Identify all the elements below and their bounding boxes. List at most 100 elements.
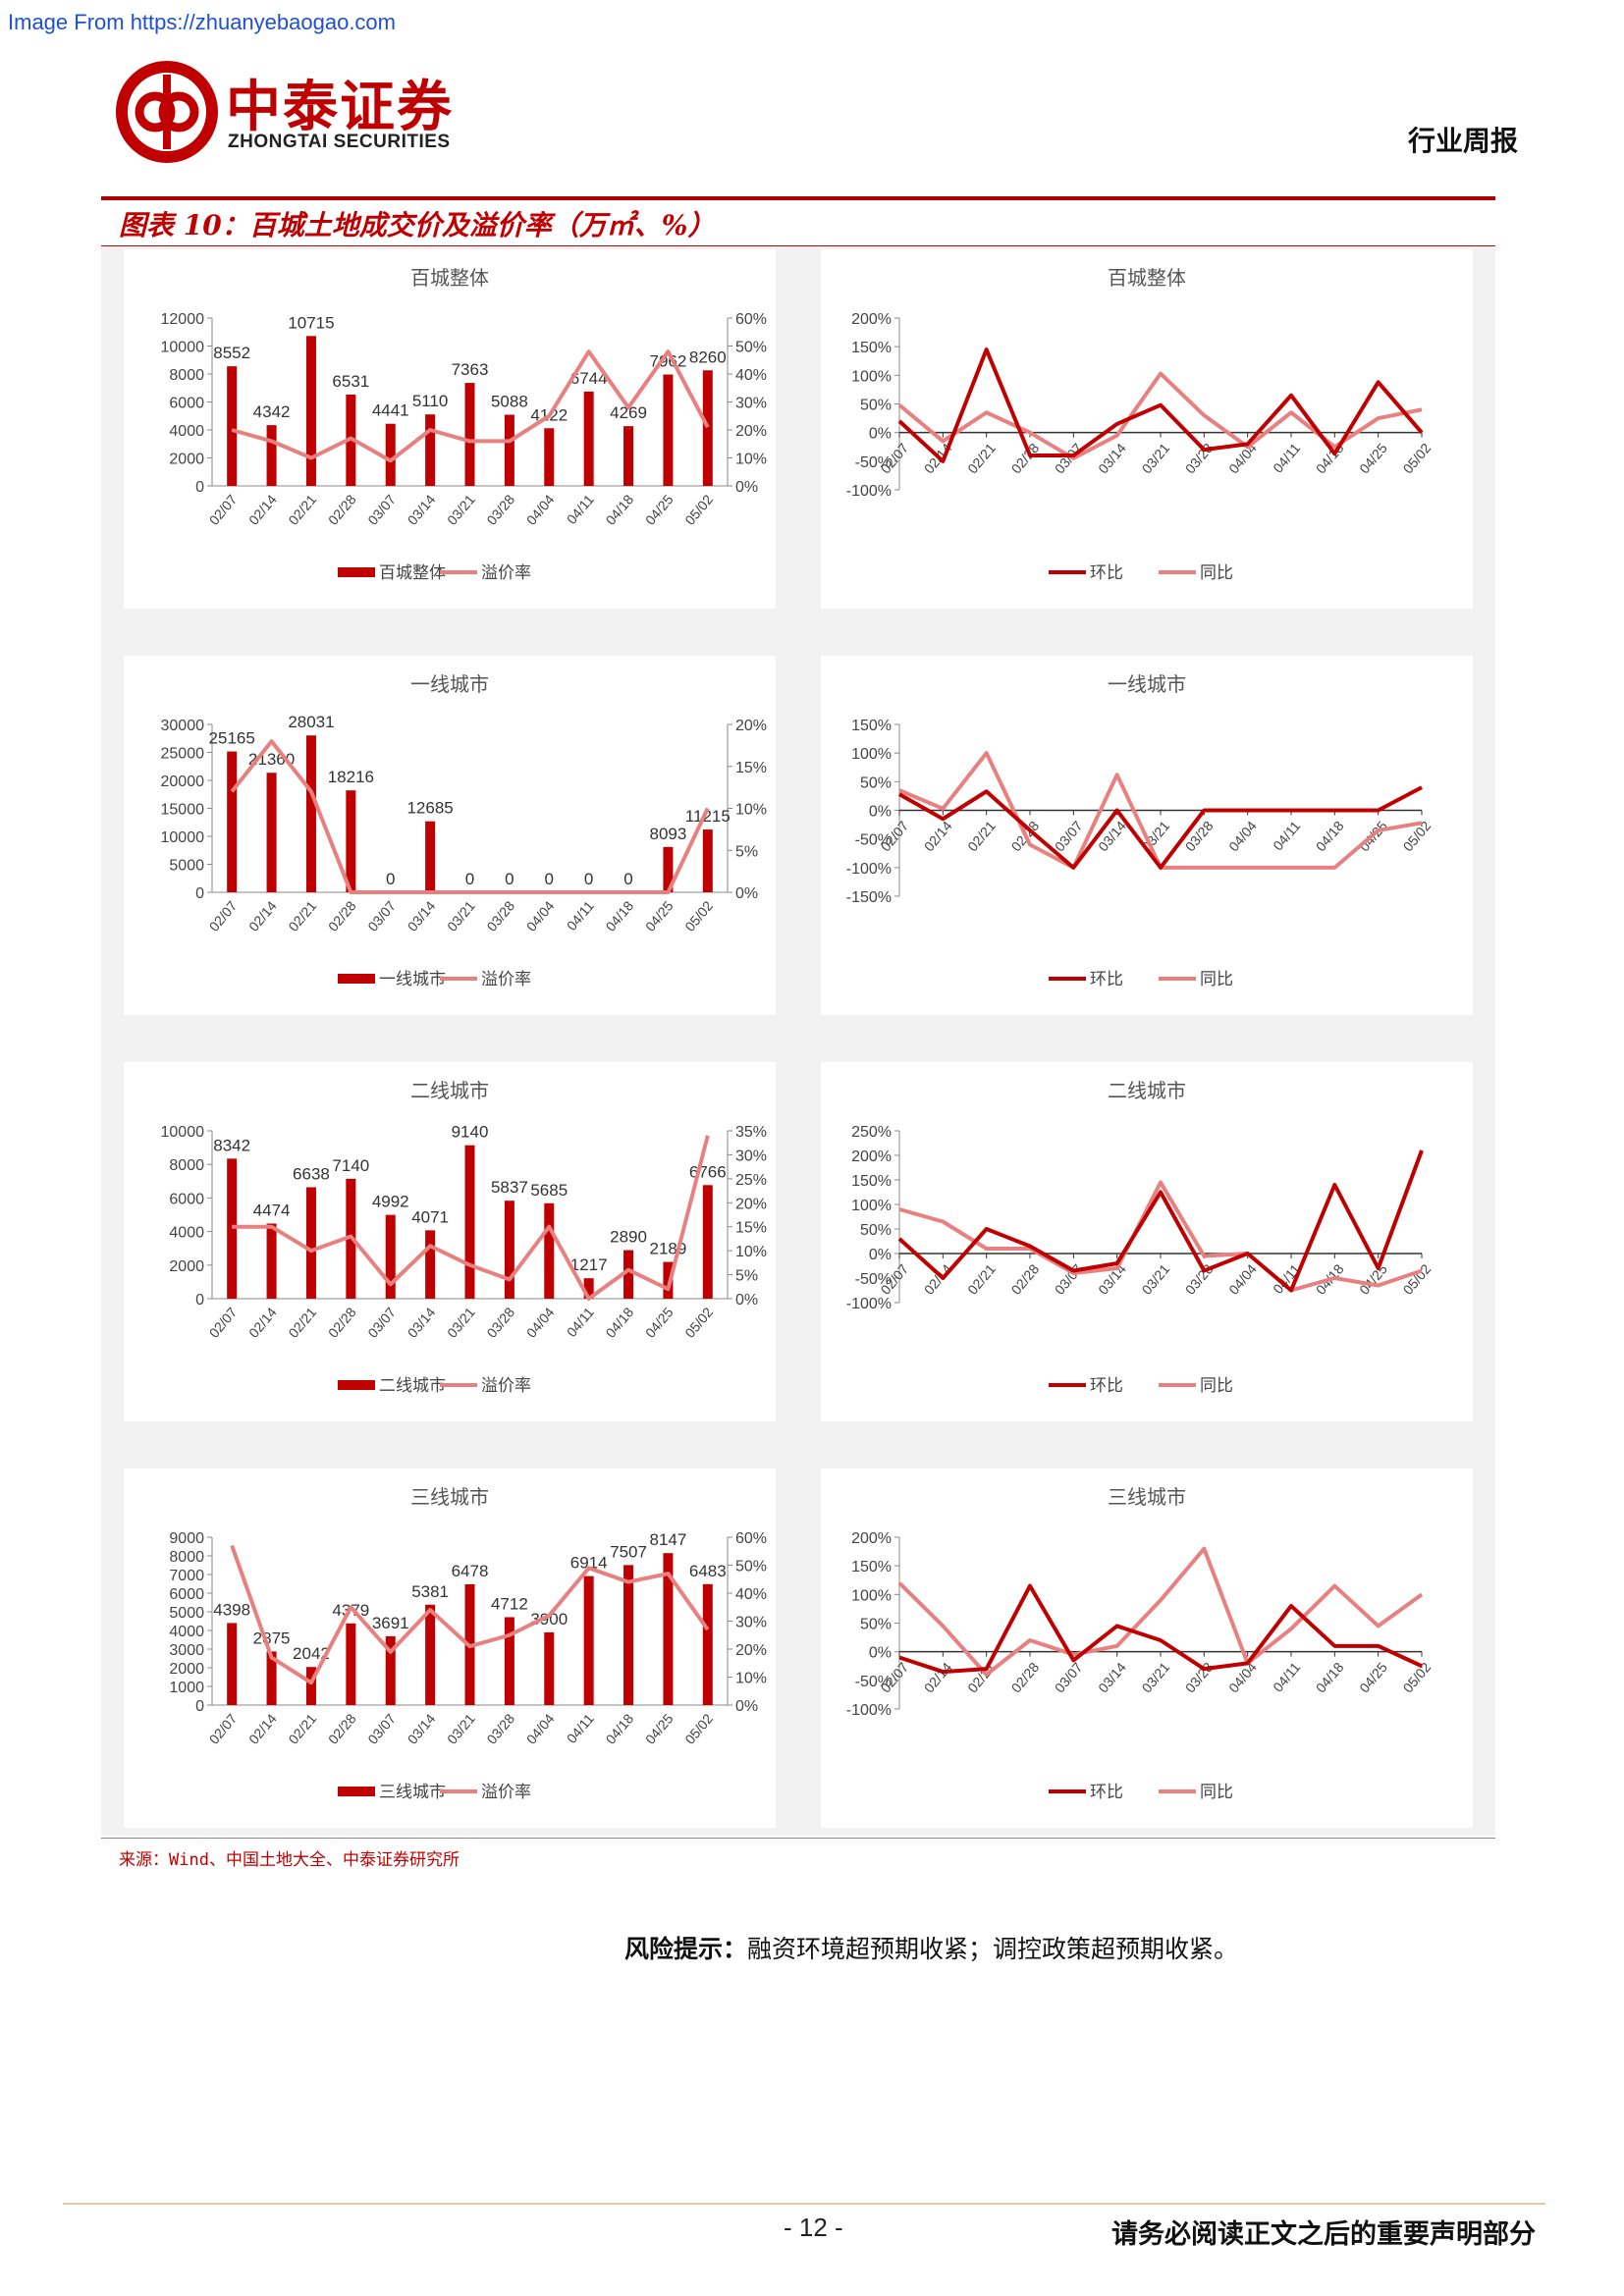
left-axis-tick-label: 8000 [169, 1549, 204, 1566]
title-divider-bottom [101, 245, 1495, 246]
bar [504, 414, 514, 486]
company-logo: 中泰证券 ZHONGTAI SECURITIES [116, 61, 509, 169]
report-type-label: 行业周报 [1407, 125, 1518, 157]
x-axis-tick-label: 03/21 [444, 1710, 478, 1746]
right-axis-tick-label: 5% [735, 843, 758, 860]
watermark-text[interactable]: Image From https://zhuanyebaogao.com [8, 10, 396, 34]
x-axis-tick-label: 02/07 [206, 491, 241, 527]
bar [227, 751, 238, 892]
left-axis-tick-label: 5000 [169, 858, 204, 875]
y-axis-tick-label: 50% [860, 1222, 892, 1239]
y-axis-tick-label: 150% [851, 718, 892, 734]
left-axis-tick-label: 4000 [169, 1624, 204, 1640]
bar-data-label: 0 [623, 870, 632, 888]
x-axis-tick-label: 04/11 [1270, 818, 1303, 853]
y-axis-tick-label: -50% [855, 1674, 892, 1690]
y-axis-tick-label: 150% [851, 1173, 892, 1190]
x-axis-tick-label: 02/28 [325, 1304, 359, 1340]
legend-bar-label: 一线城市 [379, 970, 446, 988]
x-axis-tick-label: 05/02 [1400, 1260, 1435, 1297]
x-axis-tick-label: 03/21 [1139, 440, 1173, 476]
chart-tier3-growth: 三线城市-100%-50%0%50%100%150%200%02/07 02/14… [846, 1486, 1435, 1801]
bar [227, 366, 238, 486]
bar [305, 1667, 316, 1705]
left-axis-tick-label: 1000 [169, 1680, 204, 1696]
legend-yoy-label: 同比 [1200, 563, 1233, 582]
x-axis-tick-label: 03/14 [405, 897, 439, 934]
y-axis-tick-label: 200% [851, 1148, 892, 1165]
yoy-change-line [897, 371, 1423, 460]
bar-data-label: 8147 [650, 1530, 687, 1549]
bar [544, 1631, 555, 1705]
legend-bar-swatch [338, 1787, 375, 1796]
x-axis-tick-label: 03/07 [1052, 1659, 1086, 1695]
x-axis-tick-label: 05/02 [681, 491, 716, 527]
chart-card-3: 一线城市 0 5000 10000 15000 20000 25000 30000 0% 5% 10… [124, 656, 776, 1015]
bar-data-label: 8342 [213, 1136, 250, 1154]
bar [504, 1617, 514, 1705]
x-axis-tick-label: 02/14 [245, 1304, 280, 1340]
bar [504, 1201, 514, 1299]
left-axis-tick-label: 0 [195, 479, 204, 496]
footer-divider [63, 2203, 1545, 2205]
legend-bar-swatch [338, 567, 375, 577]
x-axis-tick-label: 02/21 [964, 1260, 999, 1297]
right-axis-tick-label: 20% [735, 423, 767, 440]
bar [464, 383, 475, 486]
right-axis-tick-label: 20% [735, 1196, 767, 1212]
bar [305, 735, 316, 892]
x-axis-tick-label: 02/28 [1008, 1659, 1043, 1695]
right-axis-tick-label: 30% [735, 396, 767, 412]
figure-bottom-divider [101, 1838, 1495, 1839]
yoy-change-line [898, 1180, 1423, 1293]
bar-data-label: 4398 [213, 1600, 250, 1619]
bar-data-label: 2890 [610, 1228, 647, 1247]
bar-data-label: 3691 [372, 1614, 409, 1632]
y-axis-tick-label: 100% [851, 1587, 892, 1604]
x-axis-tick-label: 04/11 [1270, 1659, 1303, 1694]
bar-data-label: 7363 [452, 360, 489, 379]
left-axis-tick-label: 8000 [169, 367, 204, 384]
bar [583, 1575, 594, 1705]
legend-line-label: 溢价率 [481, 970, 531, 988]
x-axis-tick-label: 02/21 [285, 1710, 319, 1746]
left-axis-tick-label: 4000 [169, 1225, 204, 1242]
left-axis-tick-label: 2000 [169, 1661, 204, 1678]
x-axis-tick-label: 02/07 [206, 1710, 241, 1746]
y-axis-tick-label: -50% [855, 1271, 892, 1288]
bar [425, 1230, 436, 1299]
bar-data-label: 8260 [689, 347, 727, 366]
bar-data-label: 4342 [253, 402, 291, 421]
right-axis-tick-label: 35% [735, 1124, 767, 1141]
bar-data-label: 7507 [610, 1542, 647, 1561]
disclaimer-notice: 请务必阅读正文之后的重要声明部分 [1111, 2219, 1536, 2250]
chart-title: 三线城市 [1108, 1486, 1186, 1509]
x-axis-tick-label: 03/28 [483, 897, 517, 934]
bar-data-label: 3900 [530, 1610, 568, 1629]
x-axis-tick-label: 04/11 [564, 897, 597, 933]
legend-yoy-label: 同比 [1200, 970, 1233, 988]
left-axis-tick-label: 25000 [161, 746, 205, 763]
bar [583, 391, 594, 486]
x-axis-tick-label: 03/28 [1182, 818, 1217, 854]
y-axis-tick-label: 0% [869, 426, 892, 443]
x-axis-tick-label: 05/02 [681, 897, 716, 934]
legend-bar-label: 百城整体 [379, 563, 446, 582]
bar [583, 1278, 594, 1299]
bar [464, 1145, 475, 1299]
bar [425, 414, 436, 486]
bar [266, 1651, 277, 1705]
x-axis-tick-label: 03/14 [405, 1710, 439, 1746]
bar-data-label: 0 [545, 870, 554, 888]
left-axis-tick-label: 10000 [161, 340, 205, 356]
x-axis-tick-label: 03/21 [1139, 1260, 1173, 1297]
x-axis-tick-label: 05/02 [1400, 440, 1435, 476]
bar-data-label: 25165 [209, 729, 255, 748]
bar [702, 1583, 713, 1705]
x-axis-tick-label: 04/04 [523, 897, 558, 934]
right-axis-tick-label: 10% [735, 1244, 767, 1260]
y-axis-tick-label: -100% [846, 861, 892, 878]
legend-bar-swatch [338, 974, 375, 984]
chart-title: 一线城市 [410, 673, 489, 696]
bar-data-label: 28031 [288, 713, 334, 731]
